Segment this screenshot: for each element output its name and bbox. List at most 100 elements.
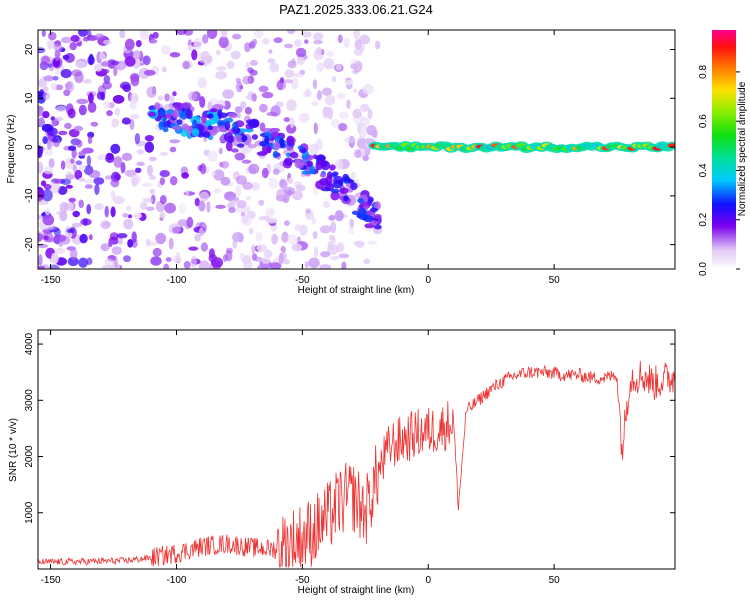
heatmap-noise-cell: [67, 256, 79, 267]
heatmap-noise-cell: [44, 225, 54, 231]
heatmap-noise-cell: [248, 227, 254, 235]
heatmap-noise-cell: [71, 69, 83, 77]
heatmap-trace-cell: [218, 120, 226, 126]
heatmap-noise-cell: [234, 106, 243, 114]
heatmap-noise-cell: [226, 60, 235, 69]
snr-frame: [37, 329, 676, 570]
heatmap-trace-cell: [207, 125, 214, 130]
heatmap-noise-cell: [112, 94, 125, 104]
heatmap-noise-cell: [181, 172, 190, 179]
heatmap-noise-cell: [66, 228, 75, 234]
heatmap-noise-cell: [159, 170, 170, 178]
heatmap-noise-cell: [102, 81, 112, 90]
heatmap-noise-cell: [319, 264, 332, 269]
heatmap-noise-cell: [105, 153, 115, 163]
heatmap-noise-cell: [111, 246, 122, 255]
heatmap-noise-cell: [284, 69, 295, 78]
heatmap-noise-cell: [148, 156, 157, 162]
heatmap-noise-cell: [60, 160, 66, 170]
heatmap-noise-cell: [100, 61, 109, 67]
colorbar-tick-label: 0.0: [698, 262, 709, 276]
heatmap-noise-cell: [261, 91, 274, 99]
heatmap-noise-cell: [164, 202, 177, 214]
heatmap-noise-cell: [83, 218, 88, 226]
heatmap-noise-cell: [191, 49, 198, 61]
heatmap-noise-cell: [150, 39, 158, 44]
heatmap-trace-cell: [347, 178, 353, 184]
heatmap-noise-cell: [116, 233, 128, 239]
snr-data-point: [75, 561, 77, 563]
heatmap-noise-cell: [50, 116, 55, 121]
heatmap-noise-cell: [359, 132, 367, 138]
heatmap-noise-cell: [62, 54, 70, 60]
heatmap-noise-cell: [354, 39, 362, 50]
spectrogram-xlabel: Height of straight line (km): [298, 285, 415, 296]
heatmap-noise-cell: [294, 39, 302, 48]
heatmap-trace-cell: [319, 173, 327, 178]
heatmap-noise-cell: [134, 133, 141, 145]
heatmap-noise-cell: [67, 108, 76, 119]
heatmap-noise-cell: [235, 184, 242, 197]
x-tick-label: 0: [425, 575, 431, 586]
heatmap-noise-cell: [96, 91, 105, 100]
heatmap-noise-cell: [304, 39, 309, 44]
heatmap-noise-cell: [263, 249, 273, 259]
heatmap-noise-cell: [218, 147, 223, 155]
snr-data-point: [415, 433, 417, 435]
heatmap-noise-cell: [216, 66, 227, 71]
heatmap-noise-cell: [66, 246, 76, 251]
heatmap-noise-cell: [323, 106, 333, 116]
heatmap-noise-cell: [287, 60, 297, 69]
heatmap-noise-cell: [79, 233, 88, 244]
heatmap-trace-cell: [289, 151, 299, 159]
heatmap-noise-cell: [261, 167, 269, 179]
heatmap-noise-cell: [248, 163, 260, 175]
heatmap-trace-cell: [320, 187, 331, 192]
heatmap-trace-cell: [209, 108, 218, 113]
heatmap-noise-cell: [129, 113, 140, 120]
heatmap-noise-cell: [291, 243, 302, 252]
heatmap-noise-cell: [172, 91, 177, 97]
heatmap-noise-cell: [71, 222, 83, 228]
heatmap-noise-cell: [275, 101, 284, 108]
heatmap-noise-cell: [45, 209, 51, 216]
snr-data-point: [629, 377, 631, 379]
heatmap-trace-cell: [251, 134, 258, 140]
heatmap-trace-cell: [256, 151, 268, 157]
heatmap-trace-cell: [266, 145, 272, 154]
heatmap-noise-cell: [331, 118, 341, 128]
snr-data-point: [176, 552, 178, 554]
heatmap-noise-cell: [38, 265, 46, 269]
snr-data-point: [541, 371, 543, 373]
heatmap-noise-cell: [235, 175, 247, 185]
heatmap-trace-cell: [172, 109, 179, 119]
heatmap-noise-cell: [200, 242, 208, 252]
snr-data-point: [251, 547, 253, 549]
heatmap-trace-cell: [158, 110, 166, 116]
heatmap-noise-cell: [90, 121, 99, 127]
heatmap-noise-cell: [279, 179, 288, 189]
heatmap-noise-cell: [113, 156, 123, 168]
heatmap-noise-cell: [129, 92, 139, 104]
heatmap-noise-cell: [235, 81, 243, 93]
heatmap-noise-cell: [256, 244, 268, 252]
heatmap-noise-cell: [123, 255, 131, 263]
heatmap-noise-cell: [40, 55, 50, 66]
heatmap-noise-cell: [206, 201, 211, 213]
heatmap-noise-cell: [48, 158, 55, 169]
heatmap-trace-cell: [232, 121, 239, 130]
heatmap-noise-cell: [141, 182, 153, 187]
heatmap-noise-cell: [338, 123, 348, 132]
heatmap-noise-cell: [169, 146, 177, 153]
heatmap-noise-cell: [290, 77, 299, 90]
heatmap-trace-cell: [374, 224, 382, 230]
colorbar: 0.0 0.2 0.4 0.6 0.8 Normalized spectral ampl…: [698, 30, 748, 276]
heatmap-noise-cell: [129, 102, 137, 110]
heatmap-noise-cell: [352, 108, 362, 119]
heatmap-trace-cell: [369, 207, 378, 213]
heatmap-noise-cell: [54, 234, 67, 242]
colorbar-tick-label: 0.2: [698, 212, 709, 226]
heatmap-noise-cell: [178, 202, 186, 215]
heatmap-noise-cell: [113, 66, 118, 77]
heatmap-trace-cell: [148, 111, 156, 117]
